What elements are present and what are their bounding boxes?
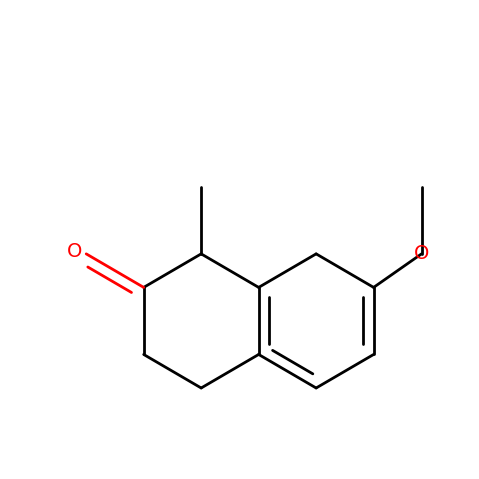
Text: O: O bbox=[414, 244, 429, 263]
Text: O: O bbox=[67, 242, 82, 261]
